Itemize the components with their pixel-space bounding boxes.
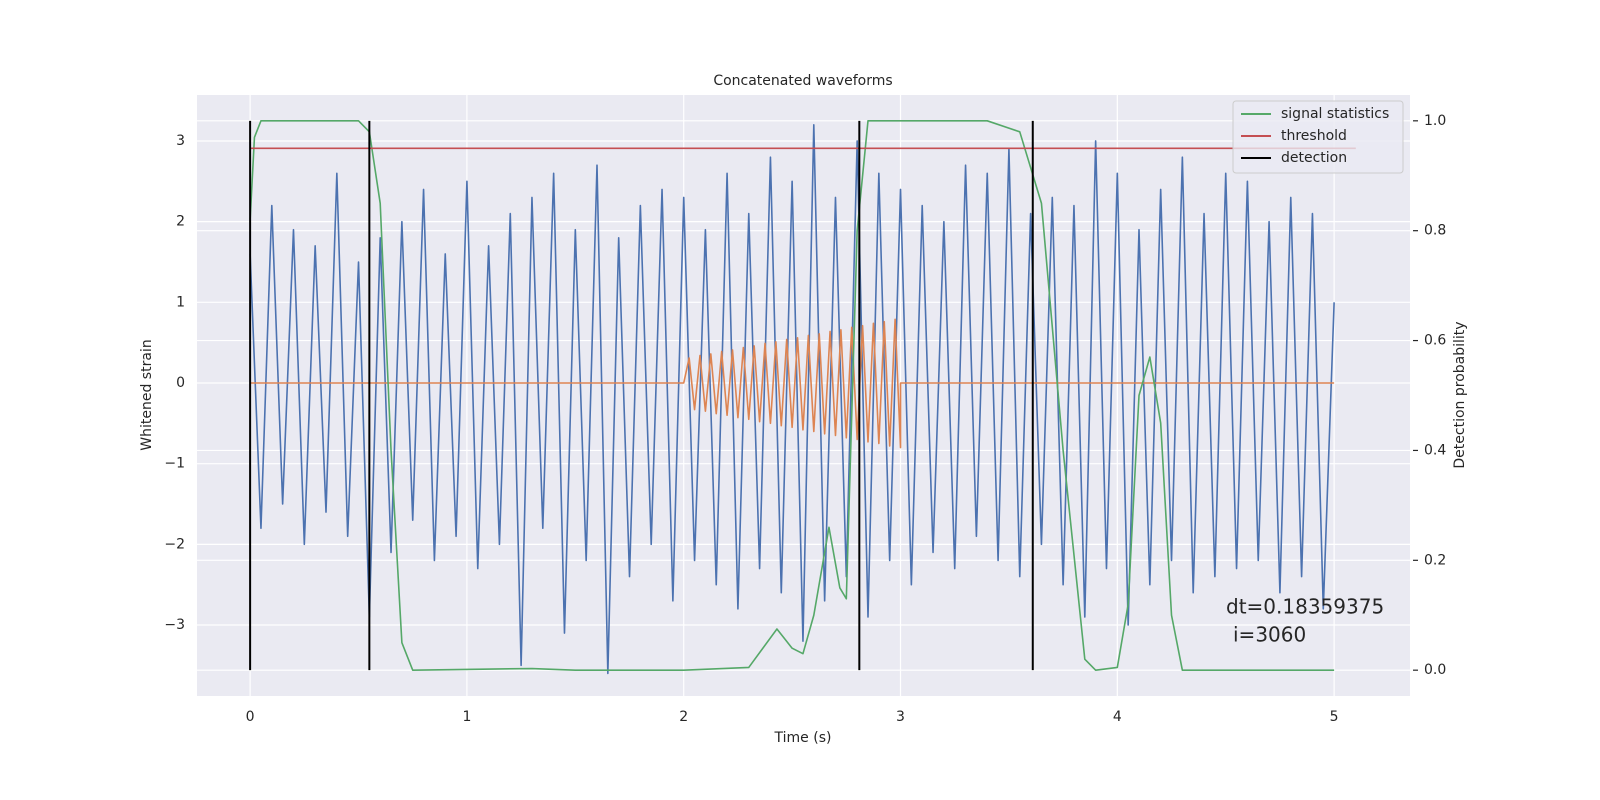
y2-tick-label: 0.4 [1424,442,1446,458]
legend-box [1232,100,1404,174]
x-tick-label: 0 [246,709,255,725]
x-axis-label: Time (s) [774,730,832,746]
y-tick-label: −1 [164,456,185,472]
chart-title: Concatenated waveforms [713,73,892,89]
y-axis-label: Whitened strain [139,339,155,450]
x-tick-label: 3 [896,709,905,725]
x-tick-label: 4 [1113,709,1122,725]
legend-label: signal statistics [1281,106,1389,122]
series-line [249,120,1335,671]
y-tick-label: −2 [164,536,185,552]
y-tick-label: −3 [164,617,185,633]
x-tick-label: 5 [1330,709,1339,725]
y2-tick-label: 0.6 [1424,333,1446,349]
legend-label: threshold [1281,128,1347,144]
y2-tick-label: 0.2 [1424,552,1446,568]
y2-tick-label: 1.0 [1424,113,1446,129]
y-tick-label: 3 [176,133,185,149]
y-tick-label: 2 [176,214,185,230]
waveform-line [250,318,1335,449]
x-tick-label: 2 [679,709,688,725]
y2-axis-label: Detection probability [1452,321,1468,468]
x-tick-label: 1 [462,709,471,725]
y2-tick-label: 0.8 [1424,223,1446,239]
legend-label: detection [1281,150,1347,166]
annotation: dt=0.18359375 [1226,595,1384,619]
y2-tick-label: 0.0 [1424,662,1446,678]
y-tick-label: 1 [176,294,185,310]
y-tick-label: 0 [176,375,185,391]
annotation: i=3060 [1233,623,1306,647]
waveform-line [249,124,1335,675]
